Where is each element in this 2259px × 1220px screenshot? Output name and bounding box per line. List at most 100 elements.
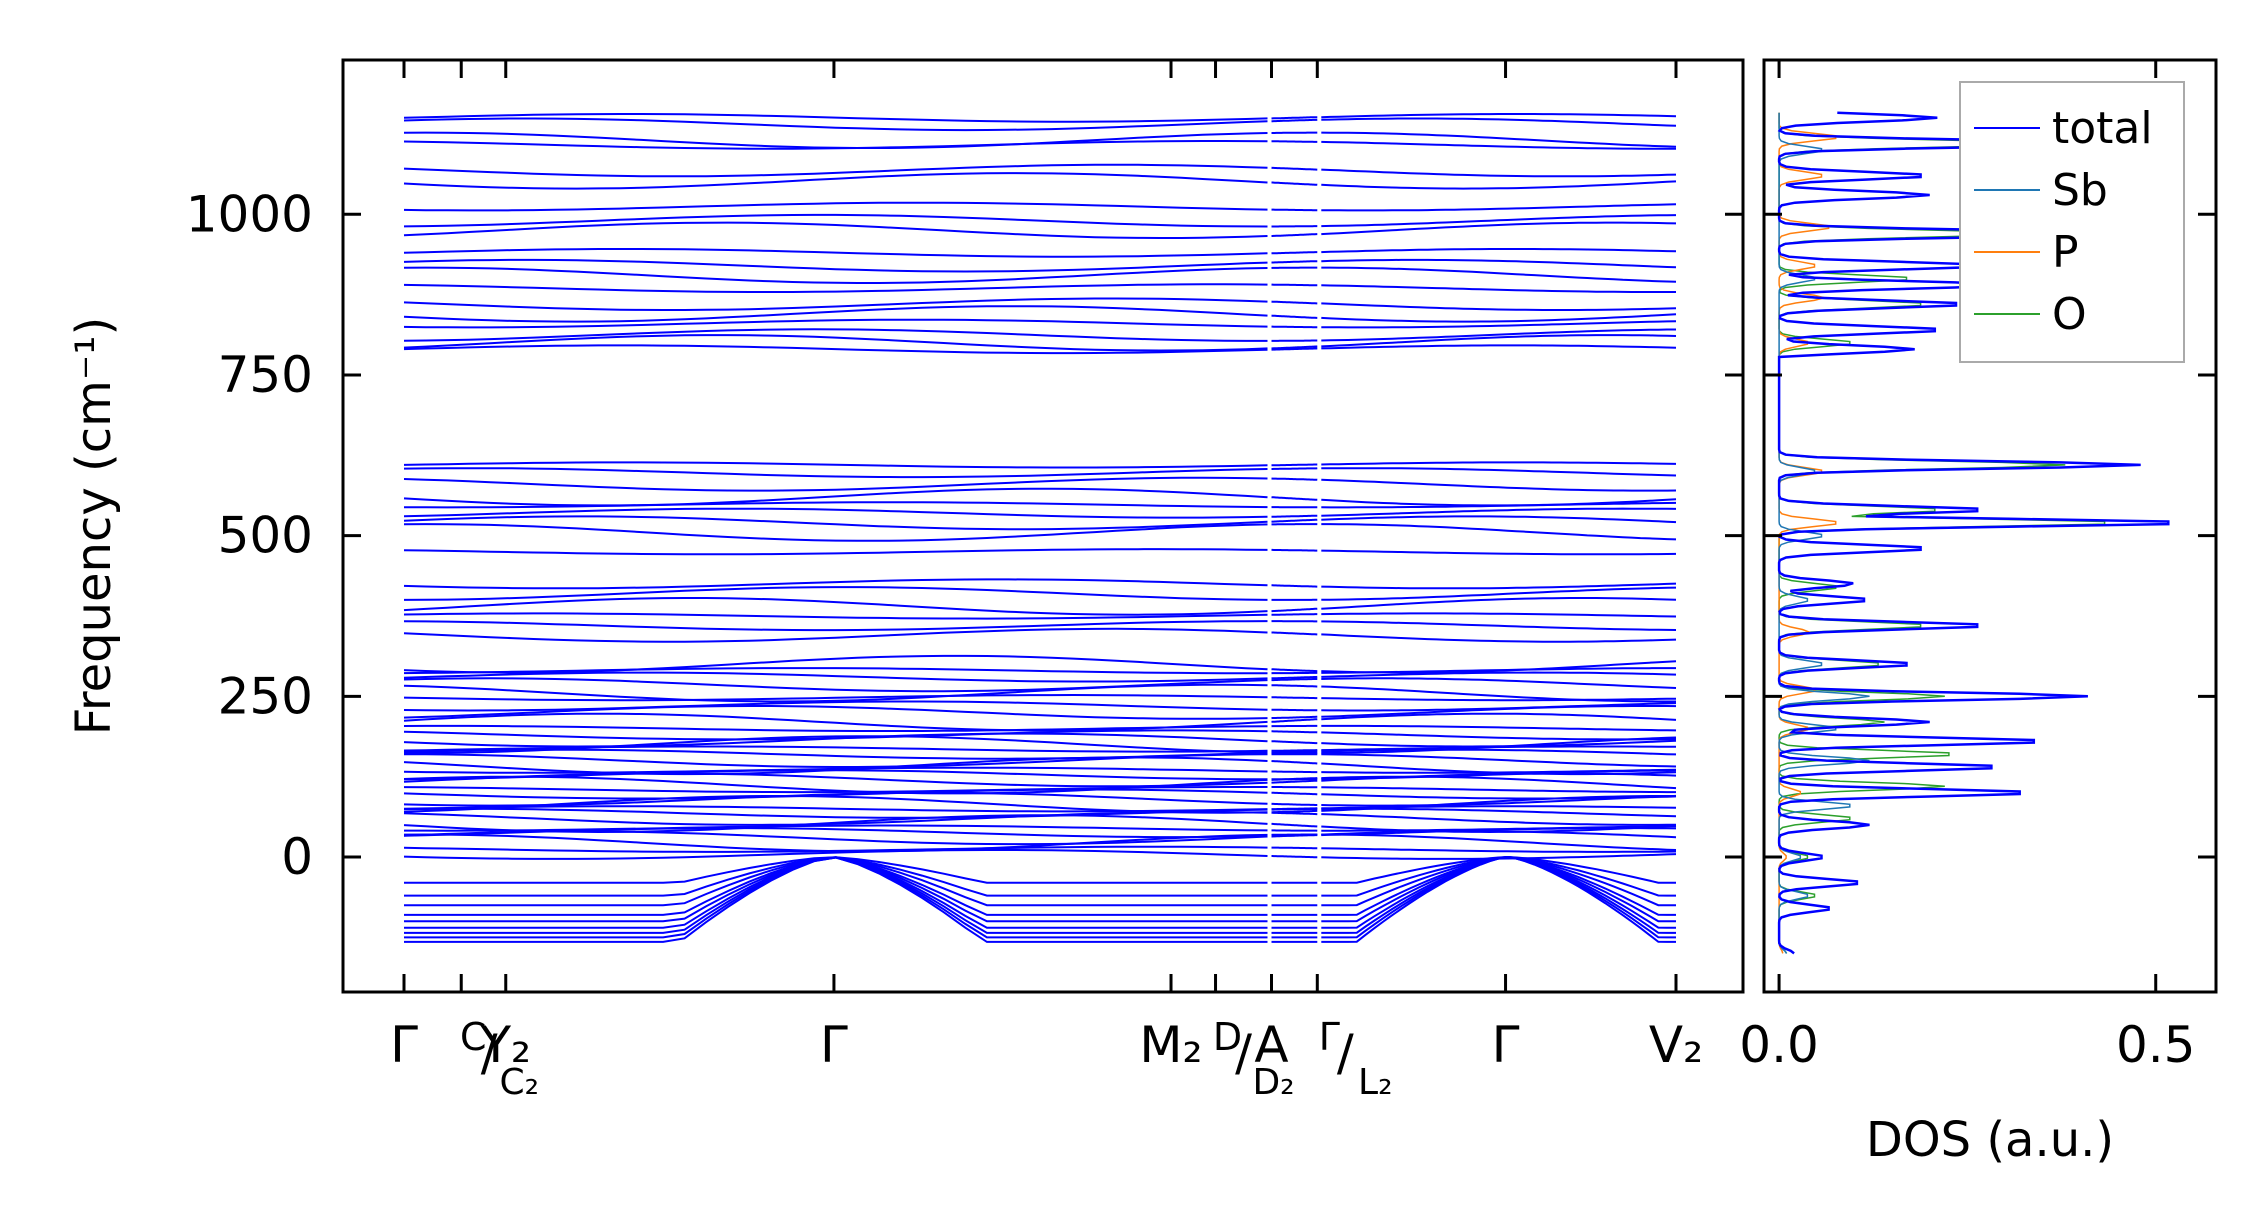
- x-tick-label: C₂: [499, 1062, 539, 1103]
- dos-panel: 0.0 0.5 DOS (a.u.) total Sb PO: [1739, 58, 2218, 1168]
- band-line: [403, 117, 1268, 132]
- band-lines: [403, 113, 1677, 943]
- band-line: [1321, 501, 1677, 509]
- band-line: [1271, 140, 1318, 143]
- dos-plot-frame: [1762, 58, 2218, 994]
- band-line: [1321, 334, 1677, 348]
- band-line: [403, 297, 1268, 311]
- x-tick-label: D₂: [1252, 1062, 1294, 1103]
- x-tick-label: C: [460, 1015, 487, 1059]
- band-line: [1321, 813, 1677, 826]
- band-line: [1321, 805, 1677, 810]
- band-line: [1271, 314, 1318, 319]
- band-line: [403, 501, 1268, 509]
- band-line: [1321, 131, 1677, 148]
- band-line: [404, 856, 1268, 907]
- band-line: [403, 515, 1268, 531]
- band-line: [404, 856, 1268, 929]
- band-line: [403, 705, 1268, 720]
- band-line: [403, 258, 1268, 273]
- band-line: [403, 283, 1268, 293]
- band-line: [1321, 461, 1677, 466]
- band-line: [404, 856, 1268, 897]
- band-line: [403, 113, 1268, 123]
- band-line: [403, 775, 1268, 795]
- band-line: [403, 344, 1268, 355]
- band-line: [1271, 208, 1318, 212]
- band-line: [1321, 855, 1676, 929]
- band-line: [1271, 631, 1318, 636]
- band-line: [403, 654, 1268, 674]
- band-line: [403, 671, 1268, 683]
- legend: total Sb PO: [1959, 81, 2185, 363]
- band-line: [403, 266, 1268, 284]
- band-line: [1271, 684, 1318, 688]
- band-line: [1271, 613, 1318, 616]
- band-line: [1271, 347, 1318, 351]
- band-line: [403, 248, 1268, 258]
- x-axis-label: DOS (a.u.): [1866, 1112, 2114, 1168]
- band-line: [1321, 214, 1677, 228]
- band-line: [403, 467, 1268, 479]
- band-line: [403, 667, 1268, 675]
- x-tick-label: V₂: [1649, 1016, 1703, 1074]
- band-line: [1321, 248, 1677, 254]
- band-line: [1271, 770, 1318, 774]
- x-tick-label: Γ: [820, 1016, 848, 1074]
- legend-label-Sb: Sb: [2052, 165, 2108, 216]
- band-line: [1271, 740, 1318, 745]
- band-line: [1321, 677, 1677, 689]
- y-axis-label: Frequency (cm⁻¹): [66, 317, 122, 735]
- band-line: [1321, 586, 1677, 601]
- band-line: [1321, 612, 1677, 618]
- x-tick-label: /: [1235, 1024, 1252, 1082]
- band-line: [1271, 718, 1318, 723]
- band-line: [1321, 515, 1677, 524]
- band-line: [403, 334, 1268, 352]
- band-line: [404, 856, 1268, 943]
- band-line: [1321, 328, 1676, 342]
- band-line: [1321, 140, 1676, 150]
- band-line: [403, 724, 1268, 732]
- band-line: [403, 131, 1268, 149]
- band-line: [403, 305, 1268, 323]
- band-line: [1321, 705, 1677, 718]
- band-line: [1271, 116, 1318, 120]
- band-line: [403, 693, 1268, 702]
- dos-x-tick-label: 0.0: [1739, 1016, 1819, 1074]
- band-line: [1271, 750, 1318, 754]
- band-line: [1271, 325, 1318, 329]
- band-line: [1271, 777, 1318, 781]
- band-line: [403, 163, 1268, 178]
- band-line: [1321, 724, 1677, 732]
- band-line: [1271, 345, 1318, 350]
- band-line: [1321, 775, 1677, 790]
- band-line: [403, 700, 1268, 712]
- band-line: [403, 845, 1268, 853]
- band-line: [1321, 855, 1676, 907]
- y-tick-label: 250: [218, 667, 313, 725]
- band-line: [1271, 514, 1318, 518]
- band-line: [403, 683, 1268, 703]
- band-line: [1271, 791, 1318, 796]
- band-line: [1271, 166, 1318, 171]
- dos-line-total: [1777, 111, 2170, 955]
- band-line: [403, 732, 1268, 748]
- band-line: [1271, 802, 1318, 806]
- band-line: [1271, 283, 1318, 287]
- band-line: [1271, 811, 1318, 816]
- x-tick-label: M₂: [1139, 1016, 1202, 1074]
- band-line: [1321, 113, 1677, 119]
- band-line: [403, 318, 1268, 329]
- band-line: [1321, 697, 1677, 702]
- band-line: [403, 756, 1268, 776]
- band-line: [1321, 313, 1677, 323]
- band-line: [403, 745, 1268, 753]
- band-line: [403, 620, 1268, 632]
- band-line: [1271, 260, 1318, 264]
- band-line: [1321, 266, 1677, 283]
- band-line: [1271, 822, 1318, 828]
- band-line: [1321, 748, 1677, 756]
